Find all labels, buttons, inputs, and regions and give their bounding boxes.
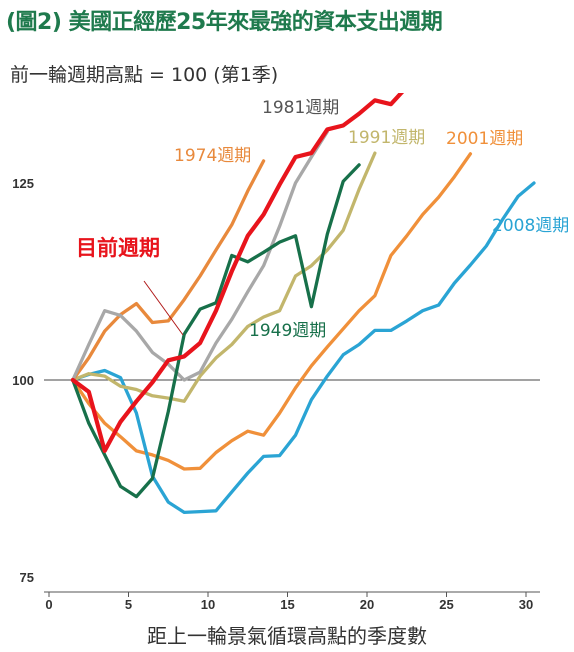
series-label-2008週期: 2008週期 — [492, 216, 569, 236]
series-label-1991週期: 1991週期 — [348, 128, 425, 148]
chart-title: (圖2) 美國正經歷25年來最強的資本支出週期 — [6, 10, 443, 35]
series-label-1981週期: 1981週期 — [262, 98, 339, 118]
series-line-1981週期 — [71, 130, 329, 382]
x-tick-label: 25 — [439, 597, 453, 612]
x-tick-label: 10 — [201, 597, 215, 612]
y-tick-label: 125 — [12, 176, 34, 191]
x-axis-label: 距上一輪景氣循環高點的季度數 — [147, 624, 427, 648]
series-label-2001週期: 2001週期 — [446, 129, 523, 149]
series-label-1974週期: 1974週期 — [174, 146, 251, 166]
series-line-2008週期 — [71, 181, 536, 515]
series-line-1974週期 — [71, 159, 266, 382]
series-label-目前週期: 目前週期 — [76, 236, 160, 260]
x-tick-label: 15 — [280, 597, 294, 612]
x-tick-label: 0 — [45, 597, 52, 612]
y-tick-label: 75 — [20, 570, 34, 585]
chart-subtitle: 前一輪週期高點 = 100 (第1季) — [10, 64, 279, 86]
series-line-2001週期 — [71, 152, 473, 471]
series-line-目前週期 — [70, 93, 405, 453]
x-tick-label: 30 — [519, 597, 533, 612]
series-label-1949週期: 1949週期 — [249, 321, 326, 341]
series-line-1949週期 — [71, 163, 361, 499]
x-tick-label: 20 — [360, 597, 374, 612]
y-tick-label: 100 — [12, 373, 34, 388]
current-cycle-pointer — [143, 280, 184, 336]
x-tick-label: 5 — [125, 597, 132, 612]
